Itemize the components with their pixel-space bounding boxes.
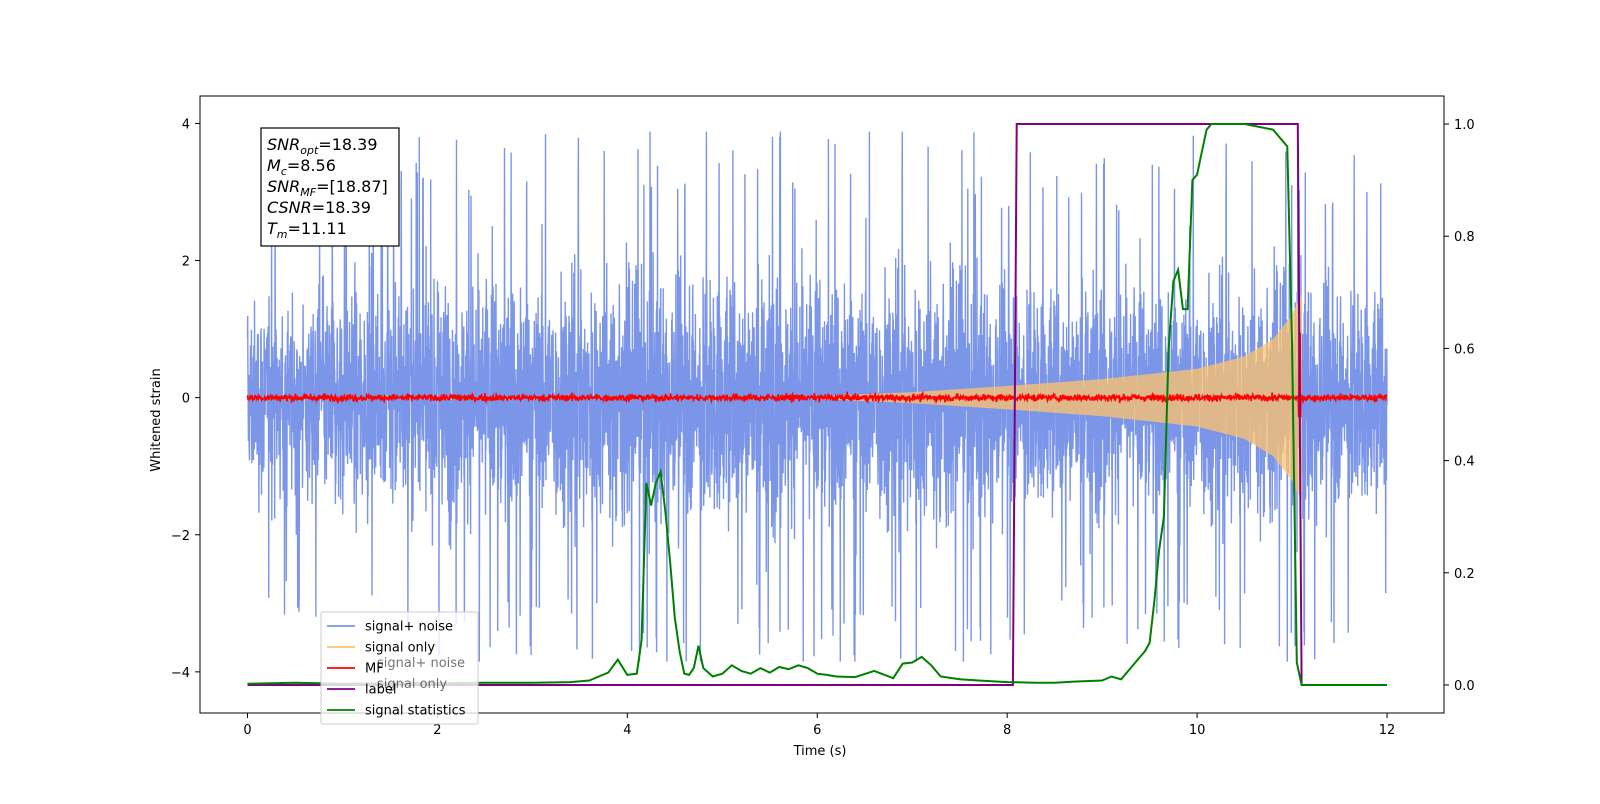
stats-subscript: opt	[300, 144, 319, 157]
x-axis-label: Time (s)	[793, 744, 847, 759]
legend-label: signal+ noise	[365, 620, 453, 635]
stats-value: =11.11	[288, 219, 347, 238]
stats-symbol: SNR	[267, 177, 300, 196]
x-tick-label: 8	[1003, 723, 1011, 738]
x-tick-label: 2	[433, 723, 441, 738]
series-mf-line	[246, 332, 1388, 418]
x-tick-label: 6	[813, 723, 821, 738]
legend-label: label	[365, 683, 396, 698]
stats-subscript: m	[277, 228, 288, 241]
stats-line: CSNR=18.39	[267, 198, 371, 217]
legend-label: signal only	[365, 641, 435, 656]
y-right-tick-label: 0.4	[1454, 455, 1475, 470]
y-left-tick-label: 0	[182, 392, 190, 407]
y-left-tick-label: −4	[171, 666, 190, 681]
stats-line: Tm=11.11	[267, 219, 347, 241]
x-tick-label: 4	[623, 723, 631, 738]
series-signal-only-line	[816, 295, 1303, 501]
y-axis-right: 0.0 0.2 0.4 0.6 0.8 1.0	[1444, 118, 1475, 694]
plot-frame	[199, 95, 1445, 714]
legend-box	[320, 611, 479, 725]
y-right-tick-label: 0.8	[1454, 230, 1475, 245]
stats-value: =18.39	[318, 135, 377, 154]
y-right-tick-label: 0.2	[1454, 567, 1475, 582]
stats-line: SNRopt=18.39	[267, 135, 378, 157]
stats-subscript: MF	[300, 186, 316, 199]
legend-ghost-label: signal only	[377, 677, 447, 692]
stats-symbol: T	[267, 219, 278, 238]
y-left-tick-label: 2	[182, 255, 190, 270]
y-right-tick-label: 1.0	[1454, 118, 1475, 133]
legend-label: MF	[365, 662, 384, 677]
series-signal-noise-line	[246, 131, 1388, 662]
x-tick-label: 10	[1189, 723, 1206, 738]
legend-label: signal statistics	[365, 704, 466, 719]
y-left-tick-label: −2	[171, 529, 190, 544]
legend-ghost-label: signal+ noise	[377, 656, 465, 671]
x-tick-label: 12	[1379, 723, 1396, 738]
y-left-tick-label: 4	[182, 117, 190, 132]
stats-value: =8.56	[287, 156, 336, 175]
stats-annotation-box	[260, 127, 400, 247]
stats-line: SNRMF=[18.87]	[267, 177, 388, 199]
series-layer	[246, 123, 1388, 686]
y-axis-left: −4 −2 0 2 4	[171, 117, 200, 681]
series-signal-statistics-line	[247, 123, 1387, 686]
stats-annotation: SNRopt=18.39Mc=8.56SNRMF=[18.87]CSNR=18.…	[260, 127, 400, 247]
stats-subscript: c	[281, 165, 287, 178]
stats-line: Mc=8.56	[267, 156, 336, 178]
stats-symbol: M	[267, 156, 281, 175]
stats-value: =[18.87]	[316, 177, 388, 196]
stats-symbol: CSNR	[267, 198, 312, 217]
y-right-tick-label: 0.0	[1454, 679, 1475, 694]
stats-symbol: SNR	[267, 135, 300, 154]
stats-value: =18.39	[312, 198, 371, 217]
y-axis-label: Whitened strain	[149, 368, 164, 471]
x-tick-label: 0	[243, 723, 251, 738]
y-right-tick-label: 0.6	[1454, 342, 1475, 357]
